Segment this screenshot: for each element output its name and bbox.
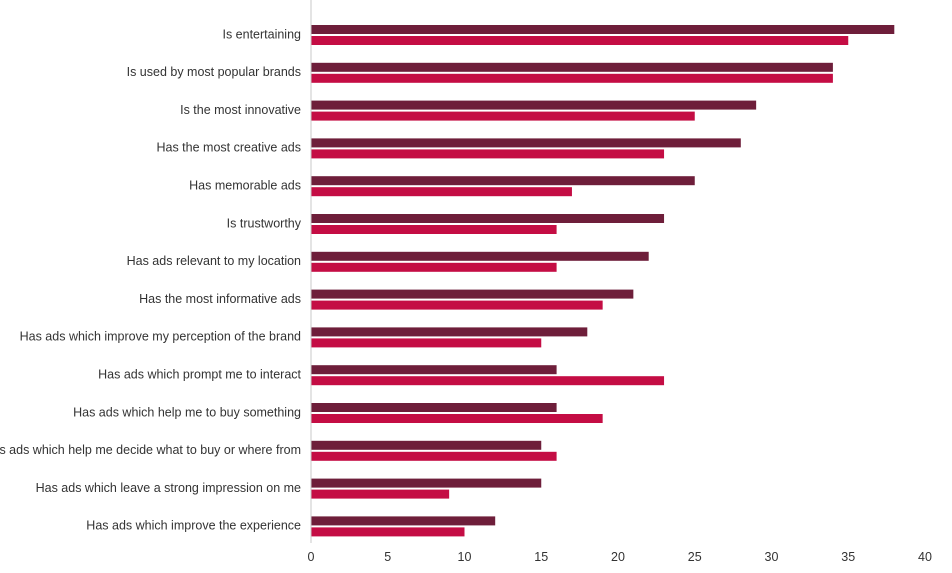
bar-series2-8: [311, 338, 542, 348]
bar-series1-13: [311, 516, 496, 526]
bar-series2-7: [311, 300, 603, 310]
x-tick-label: 5: [384, 550, 391, 564]
x-tick-label: 35: [841, 550, 855, 564]
bar-series1-12: [311, 478, 542, 488]
x-tick-label: 20: [611, 550, 625, 564]
category-label: Has ads which prompt me to interact: [98, 367, 301, 381]
bar-series2-4: [311, 187, 572, 197]
bar-series1-4: [311, 176, 695, 186]
category-label: Has ads which help me decide what to buy…: [0, 443, 301, 457]
category-label: Has ads which help me to buy something: [73, 405, 301, 419]
bar-series2-3: [311, 149, 665, 159]
bar-series1-6: [311, 251, 649, 261]
x-tick-label: 30: [765, 550, 779, 564]
bar-series2-0: [311, 36, 849, 45]
category-label: Has the most creative ads: [156, 141, 301, 155]
bar-series1-0: [311, 25, 895, 34]
bar-series1-3: [311, 138, 741, 148]
x-tick-label: 40: [918, 550, 932, 564]
category-label: Is entertaining: [222, 27, 301, 41]
bar-series2-10: [311, 414, 603, 423]
bar-series2-1: [311, 73, 833, 83]
bar-series2-9: [311, 376, 665, 386]
x-tick-label: 25: [688, 550, 702, 564]
bar-series1-2: [311, 100, 757, 110]
bar-series2-12: [311, 489, 450, 499]
bar-series1-7: [311, 289, 634, 299]
bar-series2-2: [311, 111, 695, 121]
category-label: Has the most informative ads: [139, 292, 301, 306]
bar-series1-1: [311, 62, 833, 72]
bar-series1-5: [311, 214, 665, 223]
category-label: Is trustworthy: [227, 216, 302, 230]
bar-series1-11: [311, 440, 542, 450]
category-label: Is used by most popular brands: [127, 65, 301, 79]
category-label: Is the most innovative: [180, 103, 301, 117]
bar-series1-10: [311, 403, 557, 412]
bar-series1-9: [311, 365, 557, 375]
bars-layer: [311, 25, 895, 537]
bar-series2-5: [311, 225, 557, 234]
bar-series2-6: [311, 262, 557, 272]
x-tick-label: 10: [458, 550, 472, 564]
bar-series1-8: [311, 327, 588, 337]
category-label: Has ads which improve the experience: [86, 519, 301, 533]
x-axis-ticks: 0 5 10 15 20 25 30 35 40: [308, 550, 932, 564]
category-labels: Is entertaining Is used by most popular b…: [0, 27, 302, 532]
category-label: Has memorable ads: [189, 178, 301, 192]
category-label: Has ads relevant to my location: [127, 254, 301, 268]
x-tick-label: 0: [308, 550, 315, 564]
bar-series2-13: [311, 527, 465, 537]
category-label: Has ads which leave a strong impression …: [36, 481, 301, 495]
x-tick-label: 15: [534, 550, 548, 564]
category-label: Has ads which improve my perception of t…: [20, 330, 301, 344]
bar-series2-11: [311, 451, 557, 461]
